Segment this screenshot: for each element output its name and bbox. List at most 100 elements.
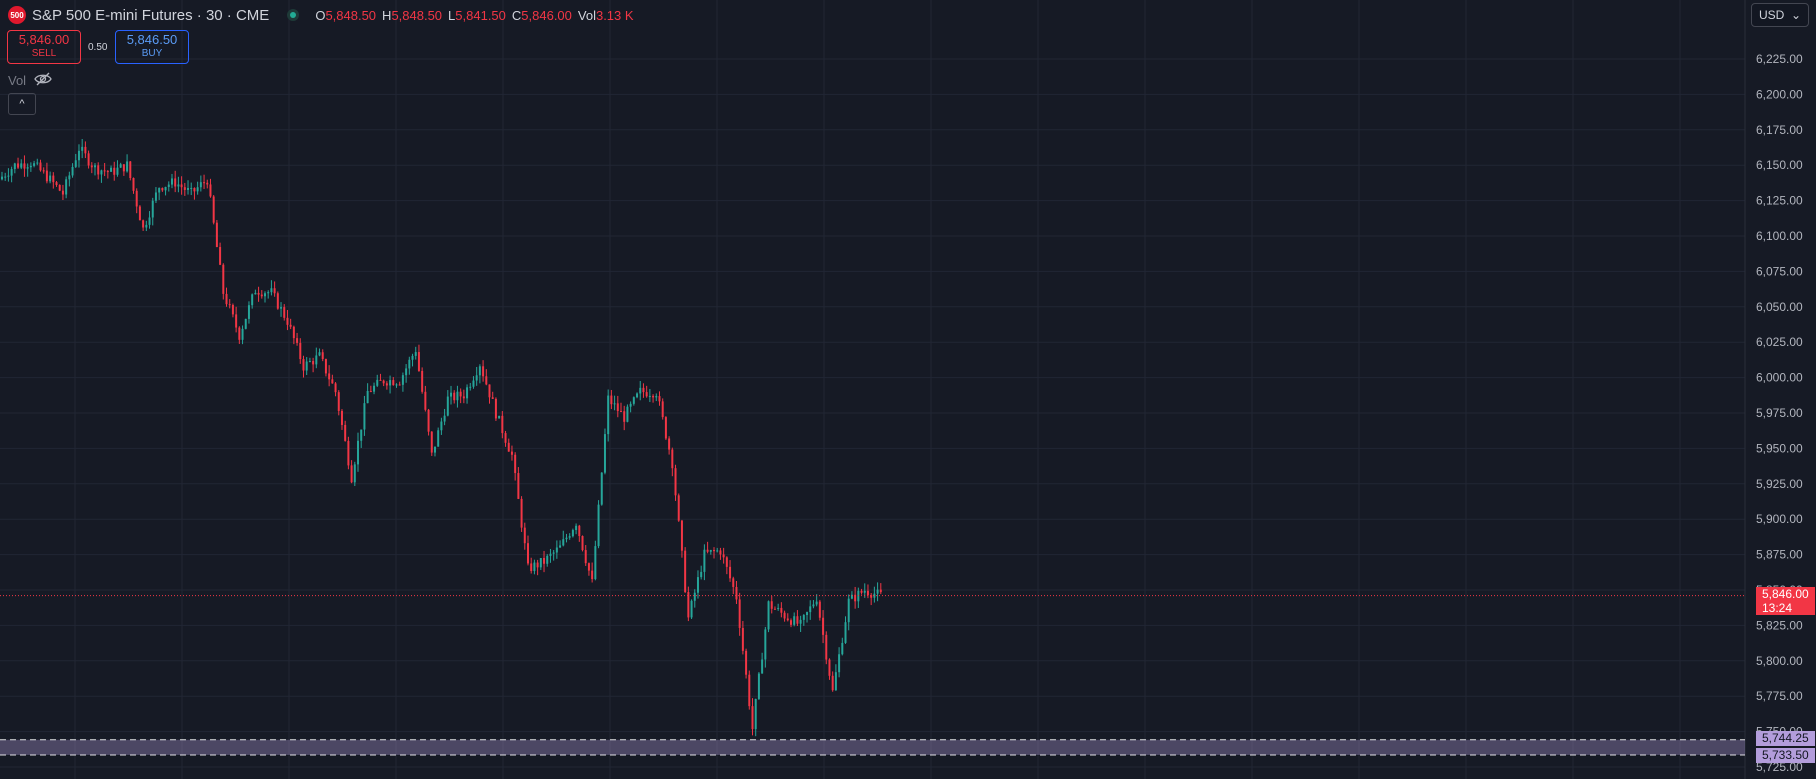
candle-body: [180, 184, 183, 188]
candle-body: [571, 530, 574, 537]
candle-body: [713, 550, 716, 552]
candle-body: [376, 379, 379, 386]
candle-body: [283, 307, 286, 318]
candle-body: [1, 176, 3, 180]
level-label: 5,744.25: [1756, 731, 1815, 746]
candle-body: [421, 370, 424, 392]
candle-body: [555, 547, 558, 553]
candle-body: [84, 146, 87, 154]
candle-body: [581, 536, 584, 551]
eye-off-icon[interactable]: [34, 72, 52, 89]
candle-body: [603, 434, 606, 473]
buy-button[interactable]: 5,846.50 BUY: [115, 30, 189, 64]
candle-body: [340, 410, 343, 425]
candle-body: [190, 187, 193, 189]
symbol-title[interactable]: S&P 500 E-mini Futures · 30 · CME: [32, 6, 270, 24]
sell-button[interactable]: 5,846.00 SELL: [7, 30, 81, 64]
candle-body: [716, 550, 719, 552]
candle-body: [607, 395, 610, 435]
candle-body: [671, 449, 674, 469]
candle-body: [450, 392, 453, 397]
candle-body: [684, 550, 687, 593]
candle-body: [235, 314, 238, 328]
candle-body: [29, 165, 32, 168]
candle-body: [103, 170, 106, 172]
chevron-up-icon[interactable]: ^: [8, 93, 36, 115]
candle-body: [793, 616, 796, 625]
candle-body: [49, 175, 52, 182]
ohlc-value: 5,848.50: [391, 7, 443, 23]
candle-body: [796, 616, 799, 624]
candle-body: [491, 397, 494, 399]
candle-body: [23, 163, 26, 169]
candle-body: [536, 562, 539, 568]
candle-body: [203, 182, 206, 184]
candle-body: [219, 247, 222, 265]
candle-body: [126, 161, 129, 172]
candle-body: [183, 187, 186, 190]
candle-body: [655, 396, 658, 398]
candle-body: [174, 178, 177, 187]
candle-body: [129, 161, 132, 179]
volume-label: Vol: [8, 73, 27, 88]
candle-body: [677, 495, 680, 521]
candle-body: [411, 355, 414, 360]
candle-body: [703, 549, 706, 572]
ohlc-key: H: [382, 7, 392, 23]
ohlc-key: O: [315, 7, 326, 23]
candle-body: [578, 525, 581, 537]
candle-body: [39, 162, 42, 171]
candle-body: [623, 411, 626, 422]
candle-body: [369, 390, 372, 392]
candle-body: [562, 539, 565, 546]
candle-body: [302, 359, 305, 371]
candle-body: [270, 288, 273, 293]
candle-body: [559, 545, 562, 548]
volume-indicator-row[interactable]: Vol: [8, 72, 52, 89]
candle-body: [196, 187, 199, 192]
candle-body: [132, 178, 135, 191]
candle-body: [74, 160, 77, 167]
price-axis-tick: 5,725.00: [1756, 760, 1803, 774]
candle-body: [668, 438, 671, 450]
candle-body: [533, 562, 536, 572]
candle-body: [4, 176, 7, 178]
current-price-label: 5,846.00 13:24: [1756, 587, 1815, 615]
candle-body: [773, 608, 776, 610]
candle-body: [478, 366, 481, 376]
candle-body: [337, 392, 340, 411]
candle-body: [247, 305, 250, 319]
candle-body: [312, 361, 315, 365]
candle-body: [818, 601, 821, 618]
sell-label: SELL: [31, 48, 57, 59]
candle-body: [459, 391, 462, 397]
candle-body: [639, 387, 642, 394]
candle-body: [498, 415, 501, 419]
candle-body: [636, 393, 639, 398]
symbol-logo[interactable]: 500: [8, 6, 26, 24]
candle-body: [405, 368, 408, 376]
candle-body: [398, 384, 401, 386]
candle-body: [834, 672, 837, 691]
candle-body: [7, 175, 10, 177]
level-band: [0, 739, 1745, 755]
candle-body: [417, 352, 420, 371]
candle-body: [751, 706, 754, 730]
candle-body: [552, 552, 555, 554]
candle-body: [334, 383, 337, 393]
candle-body: [626, 406, 629, 422]
ohlc-key: C: [511, 7, 522, 23]
sell-price: 5,846.00: [18, 32, 70, 47]
candle-body: [363, 403, 366, 430]
candle-body: [267, 292, 270, 294]
currency-select[interactable]: USD ⌄: [1751, 3, 1809, 27]
candle-body: [876, 589, 879, 594]
candle-body: [158, 188, 161, 193]
candle-body: [482, 366, 485, 377]
candle-body: [652, 395, 655, 398]
ohlc-key: Vol: [577, 7, 596, 23]
bar-countdown: 13:24: [1762, 601, 1793, 615]
market-status-icon[interactable]: [287, 9, 300, 21]
candle-body: [177, 184, 180, 187]
